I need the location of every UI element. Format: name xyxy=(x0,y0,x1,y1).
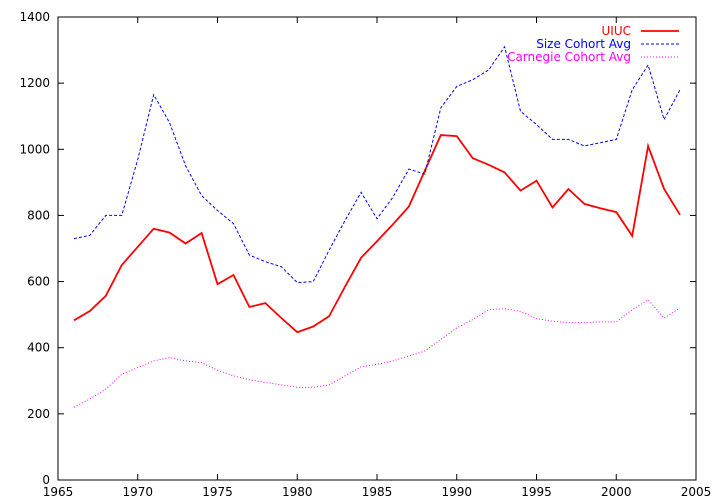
x-tick-label: 1995 xyxy=(521,485,552,499)
y-tick-label: 1400 xyxy=(19,10,50,24)
series-uiuc xyxy=(73,134,681,334)
y-tick-label: 600 xyxy=(27,275,50,289)
series-line xyxy=(73,45,681,284)
x-tick-label: 1990 xyxy=(441,485,472,499)
legend-label: Size Cohort Avg xyxy=(536,37,631,51)
series-size-cohort-avg xyxy=(73,45,681,284)
x-tick-label: 1985 xyxy=(362,485,393,499)
series-line xyxy=(73,299,681,408)
x-tick-label: 1970 xyxy=(122,485,153,499)
y-tick-label: 400 xyxy=(27,341,50,355)
y-tick-label: 1000 xyxy=(19,142,50,156)
series-line xyxy=(73,134,681,334)
x-tick-label: 1965 xyxy=(43,485,74,499)
y-tick-label: 0 xyxy=(42,473,50,487)
y-tick-label: 1200 xyxy=(19,76,50,90)
x-tick-label: 1975 xyxy=(202,485,233,499)
legend-label: Carnegie Cohort Avg xyxy=(507,50,631,64)
series-carnegie-cohort-avg xyxy=(73,299,681,408)
y-tick-label: 800 xyxy=(27,208,50,222)
axes: 1965 1970 1975 1980 1985 1990 1995 2000 2005 0 200… xyxy=(19,10,711,499)
y-tick-label: 200 xyxy=(27,407,50,421)
series-layer xyxy=(73,45,681,408)
x-tick-label: 2005 xyxy=(681,485,712,499)
x-tick-label: 1980 xyxy=(282,485,313,499)
plot-frame xyxy=(57,16,697,481)
legend-label: UIUC xyxy=(602,24,631,38)
x-tick-label: 2000 xyxy=(601,485,632,499)
